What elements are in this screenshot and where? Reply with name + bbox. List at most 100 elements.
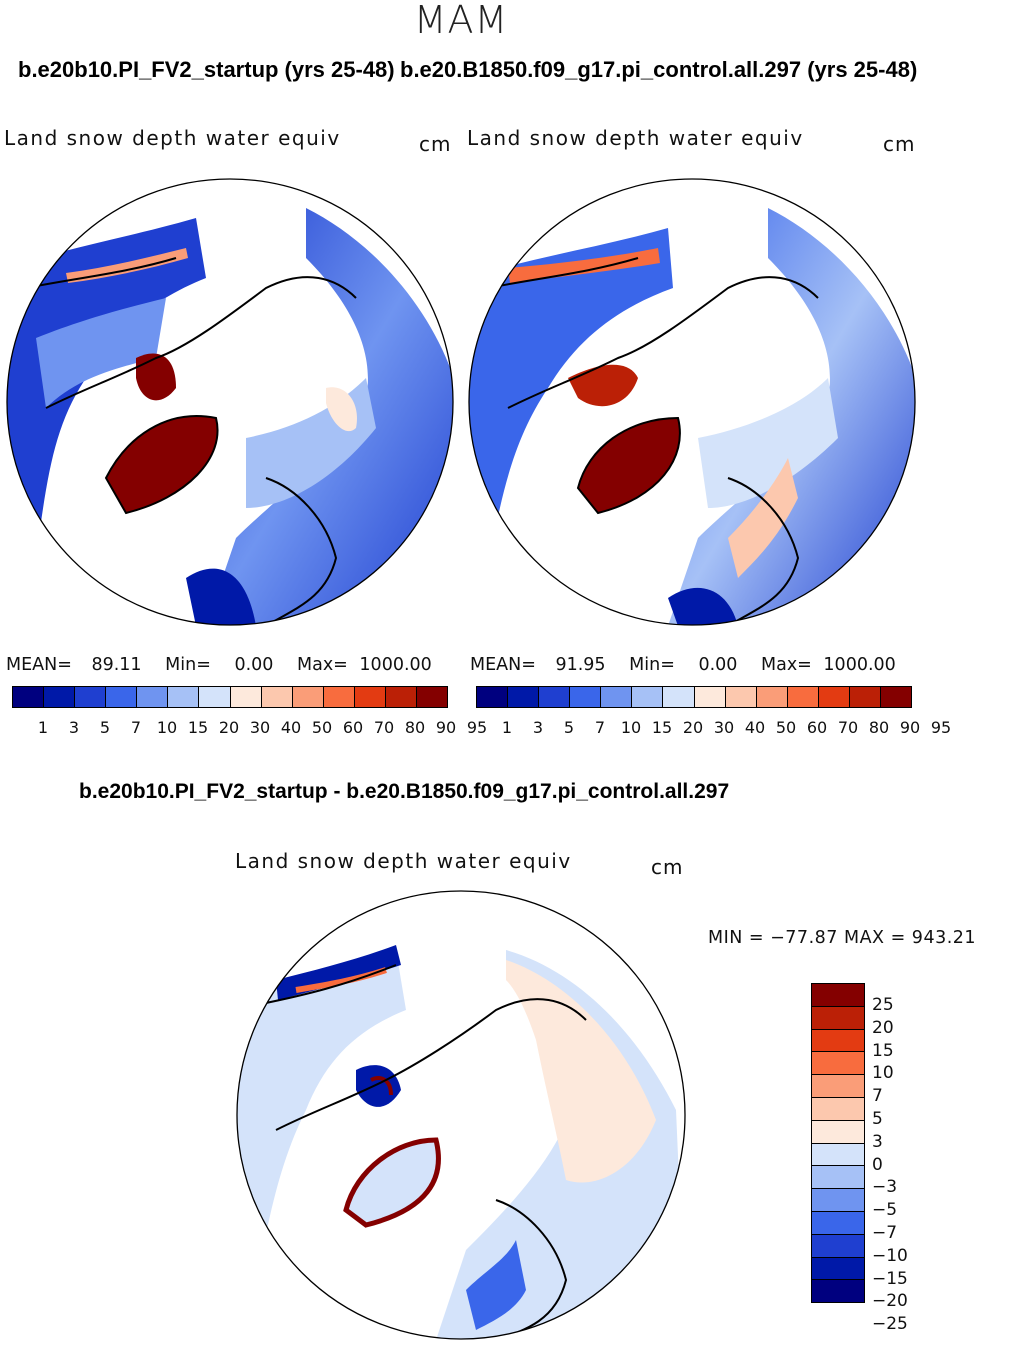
right-colorbar-cell bbox=[632, 687, 664, 707]
right-colorbar-cell bbox=[539, 687, 571, 707]
left-colorbar-tick-label: 5 bbox=[99, 718, 111, 737]
left-colorbar-tick-label: 40 bbox=[280, 718, 302, 737]
right-colorbar bbox=[476, 686, 912, 708]
right-colorbar-tick-label: 60 bbox=[806, 718, 828, 737]
right-colorbar-tick-label: 80 bbox=[868, 718, 890, 737]
right-colorbar-cell bbox=[477, 687, 509, 707]
diff-colorbar-label: 10 bbox=[872, 1063, 894, 1084]
diff-polar-map bbox=[236, 890, 686, 1340]
diff-colorbar-cell bbox=[812, 1006, 864, 1030]
right-colorbar-tick-label: 3 bbox=[532, 718, 544, 737]
right-colorbar-cell bbox=[570, 687, 602, 707]
right-colorbar-tick-label: 95 bbox=[930, 718, 952, 737]
diff-colorbar-cell bbox=[812, 1166, 864, 1190]
left-colorbar-cell bbox=[230, 687, 262, 707]
right-mean-value: 91.95 bbox=[555, 655, 606, 675]
left-colorbar-tick-label: 70 bbox=[373, 718, 395, 737]
left-colorbar-cell bbox=[292, 687, 324, 707]
right-colorbar-cell bbox=[663, 687, 695, 707]
diff-colorbar-cell bbox=[812, 1143, 864, 1167]
right-colorbar-tick-label: 50 bbox=[775, 718, 797, 737]
left-colorbar-tick-label: 90 bbox=[435, 718, 457, 737]
left-colorbar-tick-label: 7 bbox=[130, 718, 142, 737]
diff-colorbar-label: 5 bbox=[872, 1109, 883, 1129]
diff-colorbar-label: −20 bbox=[872, 1291, 908, 1312]
left-colorbar-tick-label: 50 bbox=[311, 718, 333, 737]
right-stats: MEAN= 91.95 Min= 0.00 Max= 1000.00 bbox=[470, 655, 896, 675]
left-colorbar-tick-label: 3 bbox=[68, 718, 80, 737]
right-mean-label: MEAN= bbox=[470, 655, 536, 675]
right-colorbar-cell bbox=[508, 687, 540, 707]
diff-variable-label: Land snow depth water equiv bbox=[235, 849, 572, 873]
right-colorbar-cell bbox=[725, 687, 757, 707]
diff-colorbar-cell bbox=[812, 1234, 864, 1258]
diff-colorbar-cell bbox=[812, 1189, 864, 1212]
left-max-value: 1000.00 bbox=[359, 655, 432, 675]
left-colorbar-tick-label: 30 bbox=[249, 718, 271, 737]
left-min-value: 0.00 bbox=[234, 655, 274, 675]
diff-colorbar-label: −5 bbox=[872, 1200, 898, 1221]
right-colorbar-cell bbox=[849, 687, 882, 707]
left-colorbar-tick-label: 80 bbox=[404, 718, 426, 737]
right-colorbar-cell bbox=[787, 687, 819, 707]
left-max-label: Max= bbox=[297, 655, 348, 675]
right-colorbar-cell bbox=[756, 687, 788, 707]
right-colorbar-ticks: 1 3 5 7 10 15 20 30 40 50 60 70 80 90 95 bbox=[476, 718, 951, 738]
right-polar-map bbox=[468, 178, 916, 626]
left-variable-label: Land snow depth water equiv bbox=[4, 126, 341, 150]
left-colorbar-cell bbox=[106, 687, 138, 707]
diff-colorbar-cell bbox=[812, 1211, 864, 1235]
diff-colorbar-label: 7 bbox=[872, 1086, 883, 1107]
left-colorbar-tick-label: 15 bbox=[187, 718, 209, 737]
diff-unit-label: cm bbox=[651, 855, 684, 879]
right-colorbar-cell bbox=[881, 687, 912, 707]
left-colorbar-tick-label: 1 bbox=[37, 718, 49, 737]
diff-colorbar-cell bbox=[812, 984, 864, 1007]
right-max-label: Max= bbox=[761, 655, 812, 675]
diff-colorbar-cell bbox=[812, 1075, 864, 1098]
right-colorbar-tick-label: 1 bbox=[501, 718, 513, 737]
diff-colorbar-label: −15 bbox=[872, 1268, 908, 1289]
diff-colorbar-cell bbox=[812, 1029, 864, 1053]
left-colorbar-cell bbox=[261, 687, 293, 707]
left-colorbar-cell bbox=[44, 687, 76, 707]
diff-colorbar-cell bbox=[812, 1052, 864, 1076]
diff-colorbar-label: −7 bbox=[872, 1223, 898, 1243]
left-colorbar-cell bbox=[137, 687, 169, 707]
diff-colorbar bbox=[811, 983, 865, 1304]
left-colorbar-tick-label: 60 bbox=[342, 718, 364, 737]
diff-colorbar-label: 15 bbox=[872, 1040, 894, 1061]
right-min-value: 0.00 bbox=[698, 655, 738, 675]
diff-colorbar-cell bbox=[812, 1257, 864, 1281]
diff-colorbar-label: 0 bbox=[872, 1154, 883, 1175]
left-colorbar-cell bbox=[75, 687, 107, 707]
left-colorbar-cell bbox=[323, 687, 355, 707]
right-colorbar-cell bbox=[601, 687, 633, 707]
diff-colorbar-label: 20 bbox=[872, 1017, 894, 1038]
diff-colorbar-label: −10 bbox=[872, 1245, 908, 1266]
left-stats: MEAN= 89.11 Min= 0.00 Max= 1000.00 bbox=[6, 655, 432, 675]
right-unit-label: cm bbox=[883, 132, 916, 156]
left-mean-label: MEAN= bbox=[6, 655, 72, 675]
left-colorbar-cell bbox=[168, 687, 200, 707]
left-colorbar-cell bbox=[199, 687, 231, 707]
diff-colorbar-label: −25 bbox=[872, 1314, 908, 1335]
diff-colorbar-label: 25 bbox=[872, 995, 894, 1015]
right-variable-label: Land snow depth water equiv bbox=[467, 126, 804, 150]
right-colorbar-tick-label: 70 bbox=[837, 718, 859, 737]
left-min-label: Min= bbox=[165, 655, 211, 675]
season-title: MAM bbox=[413, 0, 509, 42]
left-mean-value: 89.11 bbox=[91, 655, 142, 675]
left-colorbar-cell bbox=[354, 687, 386, 707]
right-case-title: b.e20.B1850.f09_g17.pi_control.all.297 (… bbox=[400, 57, 918, 82]
right-colorbar-tick-label: 10 bbox=[620, 718, 642, 737]
right-min-label: Min= bbox=[629, 655, 675, 675]
left-unit-label: cm bbox=[419, 132, 452, 156]
left-colorbar-tick-label: 95 bbox=[466, 718, 488, 737]
left-colorbar-cell bbox=[13, 687, 45, 707]
right-colorbar-tick-label: 30 bbox=[713, 718, 735, 737]
left-case-title: b.e20b10.PI_FV2_startup (yrs 25-48) bbox=[18, 57, 395, 82]
right-colorbar-tick-label: 5 bbox=[563, 718, 575, 737]
left-colorbar-cell bbox=[385, 687, 418, 707]
right-max-value: 1000.00 bbox=[823, 655, 896, 675]
